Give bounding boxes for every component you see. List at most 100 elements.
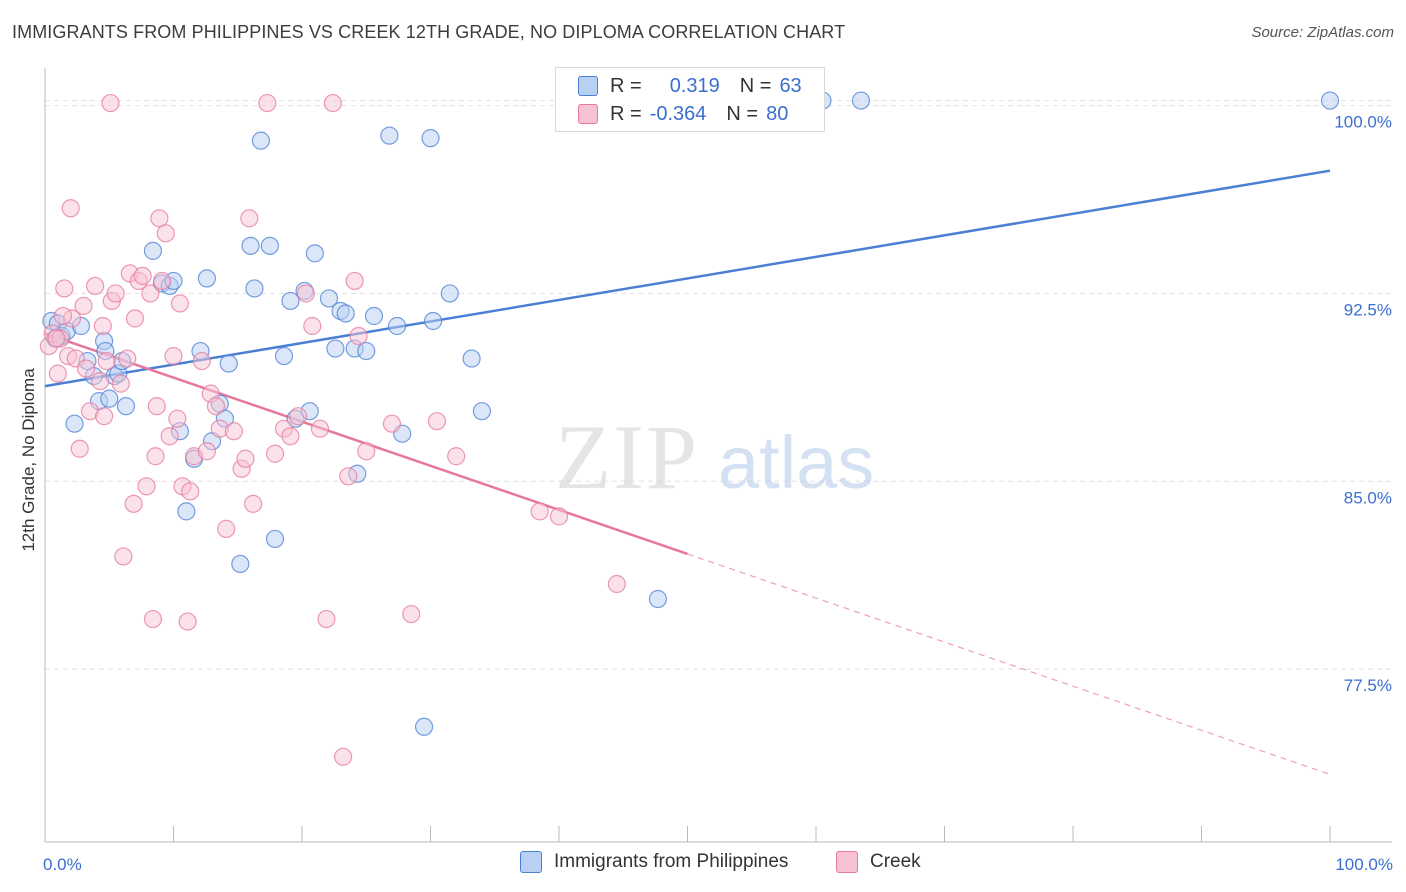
point-philippines bbox=[440, 284, 459, 303]
x-tick-label: 0.0% bbox=[43, 855, 82, 874]
x-tick-label: 100.0% bbox=[1335, 855, 1393, 874]
data-points bbox=[39, 91, 1340, 766]
legend-label: Creek bbox=[870, 851, 921, 872]
point-philippines bbox=[380, 126, 399, 145]
point-creek bbox=[70, 439, 89, 458]
point-creek bbox=[91, 372, 110, 391]
point-philippines bbox=[364, 306, 384, 326]
point-creek bbox=[101, 93, 120, 113]
legend-row-creek: R = -0.364 N = 80 bbox=[578, 100, 788, 128]
point-creek bbox=[53, 306, 73, 326]
point-philippines bbox=[65, 414, 84, 433]
point-philippines bbox=[219, 354, 238, 373]
n-value: 63 bbox=[779, 74, 802, 97]
series-legend: Immigrants from Philippines Creek bbox=[0, 851, 1406, 879]
r-value: 0.319 bbox=[669, 74, 720, 97]
point-philippines bbox=[1320, 91, 1340, 110]
point-philippines bbox=[319, 289, 339, 308]
point-philippines bbox=[336, 304, 355, 323]
source-label: Source: ZipAtlas.com bbox=[1251, 24, 1394, 41]
point-creek bbox=[303, 316, 322, 336]
r-label: R = bbox=[610, 102, 642, 125]
point-creek bbox=[217, 519, 236, 538]
point-philippines bbox=[305, 244, 324, 263]
legend-swatch-blue bbox=[578, 76, 598, 96]
point-creek bbox=[93, 316, 112, 336]
point-philippines bbox=[274, 346, 294, 366]
point-philippines bbox=[472, 402, 491, 421]
point-creek bbox=[317, 609, 336, 629]
point-creek bbox=[447, 447, 466, 466]
point-creek bbox=[357, 442, 376, 461]
n-label: N = bbox=[726, 102, 759, 125]
legend-item-philippines[interactable]: Immigrants from Philippines bbox=[520, 851, 788, 873]
point-creek bbox=[265, 444, 285, 463]
point-creek bbox=[192, 351, 211, 371]
point-philippines bbox=[197, 269, 217, 288]
point-creek bbox=[97, 351, 116, 371]
point-creek bbox=[111, 374, 130, 393]
point-philippines bbox=[100, 389, 119, 408]
point-creek bbox=[150, 209, 169, 228]
y-axis-label: 12th Grade, No Diploma bbox=[19, 368, 38, 552]
point-philippines bbox=[462, 349, 481, 368]
point-philippines bbox=[423, 311, 443, 331]
point-creek bbox=[124, 494, 143, 513]
axes bbox=[44, 68, 1392, 843]
point-creek bbox=[178, 612, 197, 631]
point-creek bbox=[382, 414, 402, 433]
point-creek bbox=[310, 419, 330, 438]
point-creek bbox=[339, 467, 358, 486]
point-creek bbox=[74, 296, 93, 316]
point-creek bbox=[289, 407, 308, 426]
point-philippines bbox=[421, 129, 440, 148]
point-creek bbox=[55, 279, 74, 298]
y-tick-label: 85.0% bbox=[1344, 488, 1392, 507]
point-creek bbox=[281, 427, 300, 446]
point-creek bbox=[345, 271, 364, 291]
point-creek bbox=[323, 93, 342, 113]
trend-line-philippines bbox=[44, 169, 1331, 388]
point-creek bbox=[402, 604, 421, 624]
legend-label: Immigrants from Philippines bbox=[554, 851, 789, 872]
point-philippines bbox=[231, 554, 250, 574]
point-creek bbox=[114, 547, 133, 566]
point-creek bbox=[236, 449, 255, 468]
point-creek bbox=[168, 409, 187, 428]
point-philippines bbox=[177, 502, 196, 521]
r-value: -0.364 bbox=[649, 102, 707, 125]
legend-swatch-blue bbox=[520, 851, 542, 873]
point-philippines bbox=[116, 397, 136, 416]
point-creek bbox=[240, 209, 259, 228]
legend-row-philippines: R = 0.319 N = 63 bbox=[578, 72, 802, 100]
point-philippines bbox=[851, 91, 871, 110]
point-creek bbox=[244, 494, 263, 513]
watermark: ZIP atlas bbox=[555, 406, 874, 508]
point-creek bbox=[334, 747, 353, 766]
legend-item-creek[interactable]: Creek bbox=[836, 851, 921, 873]
point-creek bbox=[170, 294, 190, 313]
point-creek bbox=[224, 422, 243, 441]
point-creek bbox=[86, 276, 105, 296]
y-tick-label: 77.5% bbox=[1344, 676, 1392, 695]
point-creek bbox=[61, 199, 80, 218]
point-creek bbox=[530, 502, 549, 521]
y-tick-label: 100.0% bbox=[1334, 113, 1392, 132]
point-philippines bbox=[241, 236, 260, 255]
watermark-atlas: atlas bbox=[718, 421, 874, 504]
point-philippines bbox=[143, 241, 163, 260]
chart-title: IMMIGRANTS FROM PHILIPPINES VS CREEK 12T… bbox=[12, 22, 846, 42]
point-creek bbox=[95, 407, 114, 426]
point-creek bbox=[549, 507, 569, 526]
tick-labels: 77.5% 85.0% 92.5% 100.0% 0.0% 100.0% bbox=[43, 113, 1393, 874]
point-creek bbox=[137, 477, 156, 496]
point-creek bbox=[427, 412, 447, 431]
point-creek bbox=[143, 609, 163, 629]
n-value: 80 bbox=[766, 102, 789, 125]
y-tick-label: 92.5% bbox=[1344, 300, 1392, 319]
point-creek bbox=[146, 447, 165, 466]
point-creek bbox=[77, 359, 96, 378]
point-creek bbox=[147, 397, 166, 416]
point-creek bbox=[160, 427, 179, 446]
point-creek bbox=[152, 271, 172, 291]
